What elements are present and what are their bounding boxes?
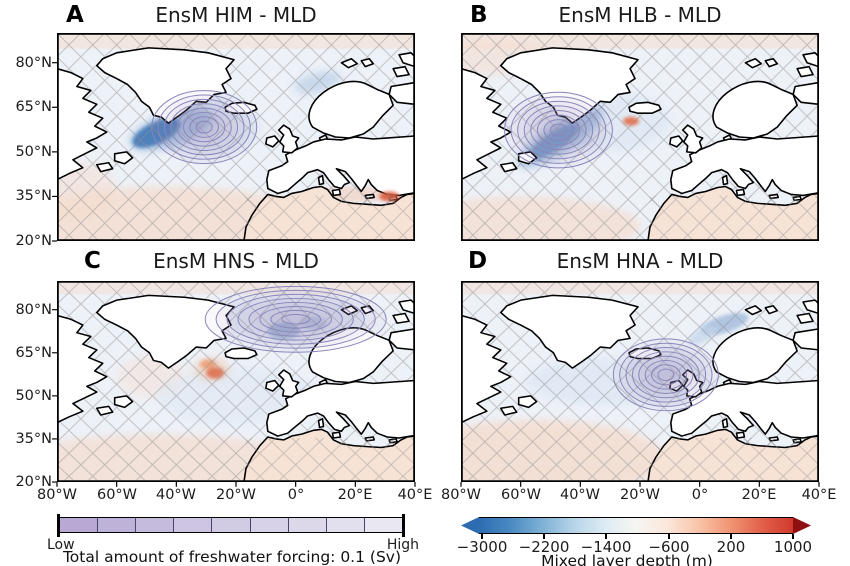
lat-label: 20°N: [15, 233, 52, 249]
lon-label: 60°W: [500, 487, 542, 503]
colorbar-left-arrow: [461, 517, 479, 534]
panel-b-map: [460, 32, 820, 241]
colorbar-tick: [792, 534, 794, 539]
colorbar-tick-label: −3000: [456, 538, 508, 556]
colorbar-end-cap-left: [57, 514, 60, 537]
panel-a-map: [52, 32, 416, 242]
panel-a-map-svg: [52, 32, 416, 242]
colorbar-tick-label: −1400: [580, 538, 632, 556]
lon-label: 20°W: [619, 487, 661, 503]
lat-label: 80°N: [15, 302, 52, 318]
lon-label: 40°E: [801, 487, 837, 503]
lon-label: 20°E: [741, 487, 777, 503]
panel-b-title: EnsM HLB - MLD: [558, 3, 722, 27]
lon-label: 80°W: [36, 487, 78, 503]
colorbar-tick: [543, 534, 545, 539]
lon-ticks-c: [56, 482, 416, 487]
colorbar-right-arrow: [793, 517, 811, 534]
colorbar-mld-caption: Mixed layer depth (m): [541, 552, 713, 566]
colorbar-high-label: High: [386, 537, 419, 553]
panel-c-letter: C: [84, 248, 101, 274]
colorbar-tick: [730, 534, 732, 539]
lon-label: 40°W: [559, 487, 601, 503]
colorbar-mld-bar: [479, 517, 793, 534]
forcing-contours-d: [612, 338, 719, 412]
colorbar-end-cap-right: [402, 514, 405, 537]
colorbar-tick-label: −2200: [518, 538, 570, 556]
colorbar-tick: [605, 534, 607, 539]
panel-c-map: [52, 280, 416, 487]
lat-ticks-a: [52, 62, 57, 242]
colorbar-tick-label: 1000: [773, 538, 813, 556]
lon-ticks-d: [460, 482, 820, 487]
lon-label: 20°W: [215, 487, 257, 503]
lon-label: 80°W: [440, 487, 482, 503]
panel-b-map-svg: [460, 32, 820, 241]
colorbar-low-label: Low: [47, 537, 75, 553]
lat-ticks-c: [52, 309, 57, 483]
lon-label: 0°: [287, 487, 305, 503]
lat-label: 35°N: [15, 431, 52, 447]
lat-label: 65°N: [15, 99, 52, 115]
lon-label: 40°E: [397, 487, 433, 503]
lat-label: 50°N: [15, 144, 52, 160]
panel-c-map-svg: [52, 280, 416, 487]
colorbar-mld: −3000 −2200 −1400 −600 200 1000 Mixed la…: [457, 516, 821, 566]
colorbar-freshwater-caption: Total amount of freshwater forcing: 0.1 …: [62, 548, 402, 566]
colorbar-tick-label: 200: [716, 538, 746, 556]
lat-label: 80°N: [15, 55, 52, 71]
panel-b-letter: B: [470, 2, 488, 28]
panel-d-title: EnsM HNA - MLD: [556, 249, 724, 273]
panel-d-map-svg: [460, 280, 820, 487]
panel-a-letter: A: [66, 2, 84, 28]
lon-label: 0°: [691, 487, 709, 503]
lat-label: 35°N: [15, 188, 52, 204]
panel-d-letter: D: [468, 248, 488, 274]
colorbar-tick: [481, 534, 483, 539]
panel-c-title: EnsM HNS - MLD: [153, 249, 319, 273]
panel-a-title: EnsM HIM - MLD: [155, 3, 317, 27]
forcing-contours-c: [204, 285, 387, 353]
lon-label: 40°W: [155, 487, 197, 503]
colorbar-tick: [668, 534, 670, 539]
lon-label: 20°E: [337, 487, 373, 503]
lat-label: 50°N: [15, 388, 52, 404]
lat-label: 65°N: [15, 345, 52, 361]
forcing-contours-a: [151, 90, 258, 165]
colorbar-freshwater-bar: [59, 517, 403, 533]
forcing-contours-b: [504, 91, 613, 169]
lon-label: 60°W: [96, 487, 138, 503]
colorbar-tick-label: −600: [648, 538, 690, 556]
lat-label: 20°N: [15, 474, 52, 490]
panel-d-map: [460, 280, 820, 487]
colorbar-freshwater: Low High Total amount of freshwater forc…: [47, 514, 419, 566]
